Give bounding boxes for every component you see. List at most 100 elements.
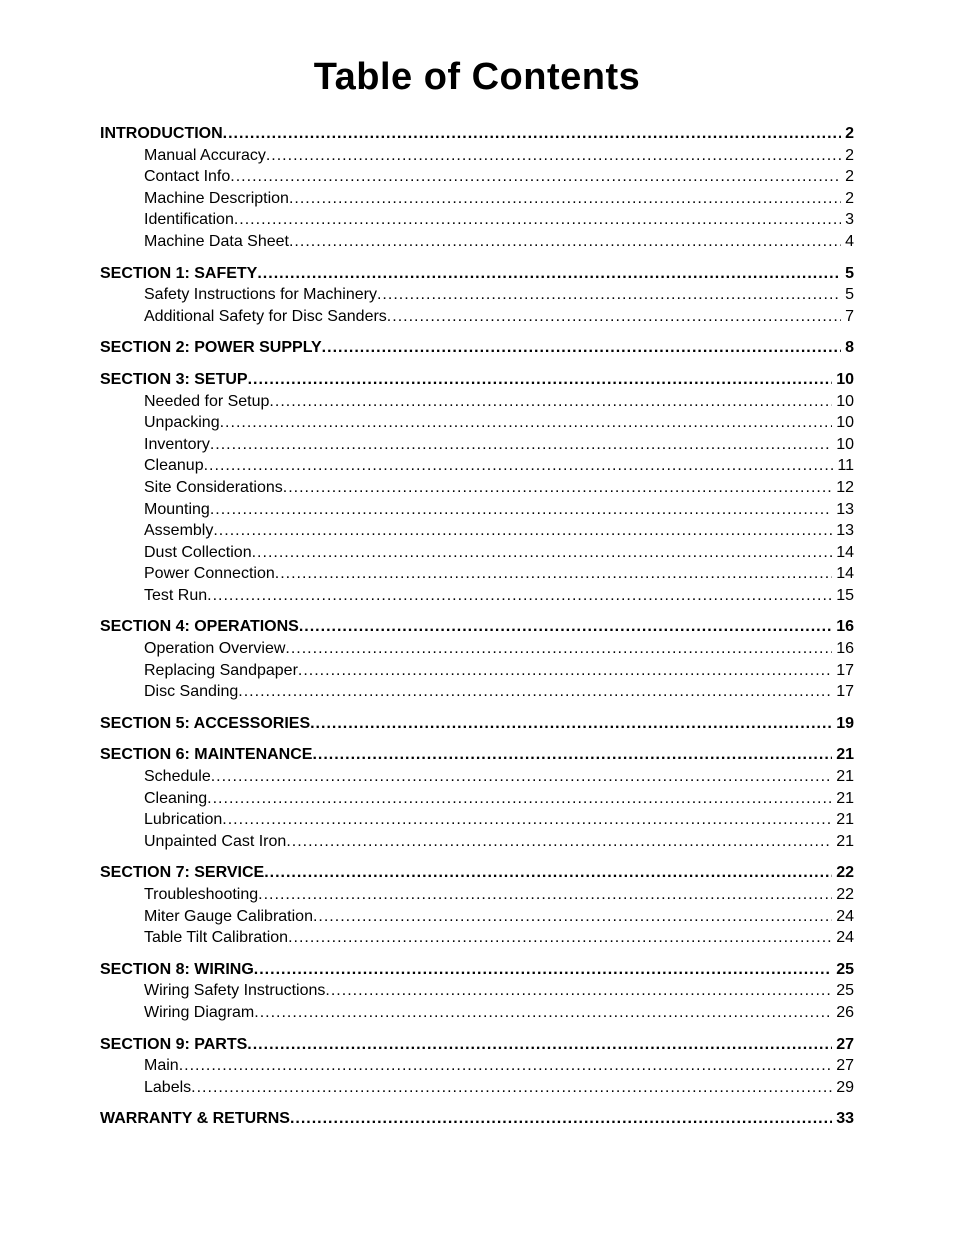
toc-section: SECTION 2: POWER SUPPLY 8 <box>100 337 854 359</box>
toc-entry-label: Safety Instructions for Machinery <box>144 284 377 306</box>
toc-entry-label: Disc Sanding <box>144 681 238 703</box>
toc-leader-dots <box>247 1034 832 1056</box>
toc-subentry: Machine Description 2 <box>100 188 854 210</box>
toc-section-heading: INTRODUCTION 2 <box>100 123 854 145</box>
toc-subentry: Safety Instructions for Machinery 5 <box>100 284 854 306</box>
toc-subentry: Inventory 10 <box>100 434 854 456</box>
toc-entry-page: 27 <box>832 1034 854 1056</box>
toc-entry-label: Operation Overview <box>144 638 285 660</box>
toc-leader-dots <box>238 681 832 703</box>
toc-entry-label: Site Considerations <box>144 477 283 499</box>
toc-entry-page: 5 <box>841 284 854 306</box>
toc-leader-dots <box>266 145 841 167</box>
toc-subentry: Main 27 <box>100 1055 854 1077</box>
table-of-contents: INTRODUCTION 2Manual Accuracy 2Contact I… <box>100 123 854 1130</box>
toc-leader-dots <box>325 980 832 1002</box>
toc-subentry: Wiring Safety Instructions 25 <box>100 980 854 1002</box>
toc-leader-dots <box>252 542 833 564</box>
toc-leader-dots <box>222 809 832 831</box>
toc-subentry: Table Tilt Calibration 24 <box>100 927 854 949</box>
toc-entry-page: 21 <box>832 809 854 831</box>
toc-leader-dots <box>289 188 841 210</box>
toc-section: SECTION 4: OPERATIONS 16Operation Overvi… <box>100 616 854 702</box>
toc-entry-label: Main <box>144 1055 179 1077</box>
toc-entry-label: Needed for Setup <box>144 391 269 413</box>
toc-leader-dots <box>213 520 832 542</box>
toc-leader-dots <box>290 1108 832 1130</box>
toc-entry-page: 24 <box>832 906 854 928</box>
toc-leader-dots <box>191 1077 832 1099</box>
toc-subentry: Operation Overview 16 <box>100 638 854 660</box>
toc-subentry: Cleanup 11 <box>100 455 854 477</box>
toc-entry-page: 22 <box>832 884 854 906</box>
toc-leader-dots <box>223 123 841 145</box>
document-page: Table of Contents INTRODUCTION 2Manual A… <box>0 0 954 1235</box>
toc-subentry: Schedule 21 <box>100 766 854 788</box>
toc-section-heading: SECTION 4: OPERATIONS 16 <box>100 616 854 638</box>
toc-section-heading: SECTION 3: SETUP 10 <box>100 369 854 391</box>
toc-entry-page: 12 <box>832 477 854 499</box>
toc-entry-label: Lubrication <box>144 809 222 831</box>
toc-leader-dots <box>264 862 832 884</box>
toc-subentry: Test Run 15 <box>100 585 854 607</box>
page-title: Table of Contents <box>100 56 854 99</box>
toc-entry-label: Machine Description <box>144 188 289 210</box>
toc-leader-dots <box>258 884 832 906</box>
toc-entry-label: Mounting <box>144 499 210 521</box>
toc-leader-dots <box>204 455 834 477</box>
toc-entry-page: 10 <box>832 369 854 391</box>
toc-leader-dots <box>298 660 832 682</box>
toc-entry-label: Unpainted Cast Iron <box>144 831 286 853</box>
toc-entry-page: 2 <box>841 166 854 188</box>
toc-subentry: Unpainted Cast Iron 21 <box>100 831 854 853</box>
toc-section: SECTION 6: MAINTENANCE 21Schedule 21Clea… <box>100 744 854 852</box>
toc-entry-page: 21 <box>832 766 854 788</box>
toc-section: SECTION 5: ACCESSORIES 19 <box>100 713 854 735</box>
toc-entry-page: 33 <box>832 1108 854 1130</box>
toc-entry-label: SECTION 3: SETUP <box>100 369 248 391</box>
toc-section: SECTION 1: SAFETY 5Safety Instructions f… <box>100 263 854 328</box>
toc-entry-label: Cleaning <box>144 788 207 810</box>
toc-entry-label: Machine Data Sheet <box>144 231 289 253</box>
toc-entry-label: SECTION 2: POWER SUPPLY <box>100 337 322 359</box>
toc-leader-dots <box>210 499 832 521</box>
toc-subentry: Assembly 13 <box>100 520 854 542</box>
toc-subentry: Troubleshooting 22 <box>100 884 854 906</box>
toc-section-heading: SECTION 8: WIRING 25 <box>100 959 854 981</box>
toc-entry-page: 2 <box>841 123 854 145</box>
toc-section-heading: SECTION 6: MAINTENANCE 21 <box>100 744 854 766</box>
toc-entry-label: Labels <box>144 1077 191 1099</box>
toc-section: WARRANTY & RETURNS 33 <box>100 1108 854 1130</box>
toc-entry-page: 24 <box>832 927 854 949</box>
toc-entry-page: 14 <box>832 542 854 564</box>
toc-entry-page: 10 <box>832 434 854 456</box>
toc-section: SECTION 9: PARTS 27Main 27Labels 29 <box>100 1034 854 1099</box>
toc-subentry: Labels 29 <box>100 1077 854 1099</box>
toc-subentry: Power Connection 14 <box>100 563 854 585</box>
toc-entry-page: 2 <box>841 188 854 210</box>
toc-leader-dots <box>257 263 841 285</box>
toc-leader-dots <box>254 1002 832 1024</box>
toc-entry-label: Troubleshooting <box>144 884 258 906</box>
toc-entry-page: 7 <box>841 306 854 328</box>
toc-entry-page: 29 <box>832 1077 854 1099</box>
toc-entry-page: 25 <box>832 959 854 981</box>
toc-section-heading: SECTION 5: ACCESSORIES 19 <box>100 713 854 735</box>
toc-leader-dots <box>283 477 832 499</box>
toc-subentry: Dust Collection 14 <box>100 542 854 564</box>
toc-leader-dots <box>286 831 832 853</box>
toc-entry-label: Miter Gauge Calibration <box>144 906 313 928</box>
toc-subentry: Replacing Sandpaper 17 <box>100 660 854 682</box>
toc-entry-label: SECTION 4: OPERATIONS <box>100 616 299 638</box>
toc-entry-label: Table Tilt Calibration <box>144 927 288 949</box>
toc-entry-page: 2 <box>841 145 854 167</box>
toc-subentry: Additional Safety for Disc Sanders 7 <box>100 306 854 328</box>
toc-subentry: Site Considerations 12 <box>100 477 854 499</box>
toc-entry-page: 8 <box>841 337 854 359</box>
toc-section: SECTION 3: SETUP 10Needed for Setup 10Un… <box>100 369 854 607</box>
toc-entry-label: Identification <box>144 209 234 231</box>
toc-subentry: Wiring Diagram 26 <box>100 1002 854 1024</box>
toc-entry-page: 15 <box>832 585 854 607</box>
toc-entry-label: Test Run <box>144 585 207 607</box>
toc-leader-dots <box>288 927 832 949</box>
